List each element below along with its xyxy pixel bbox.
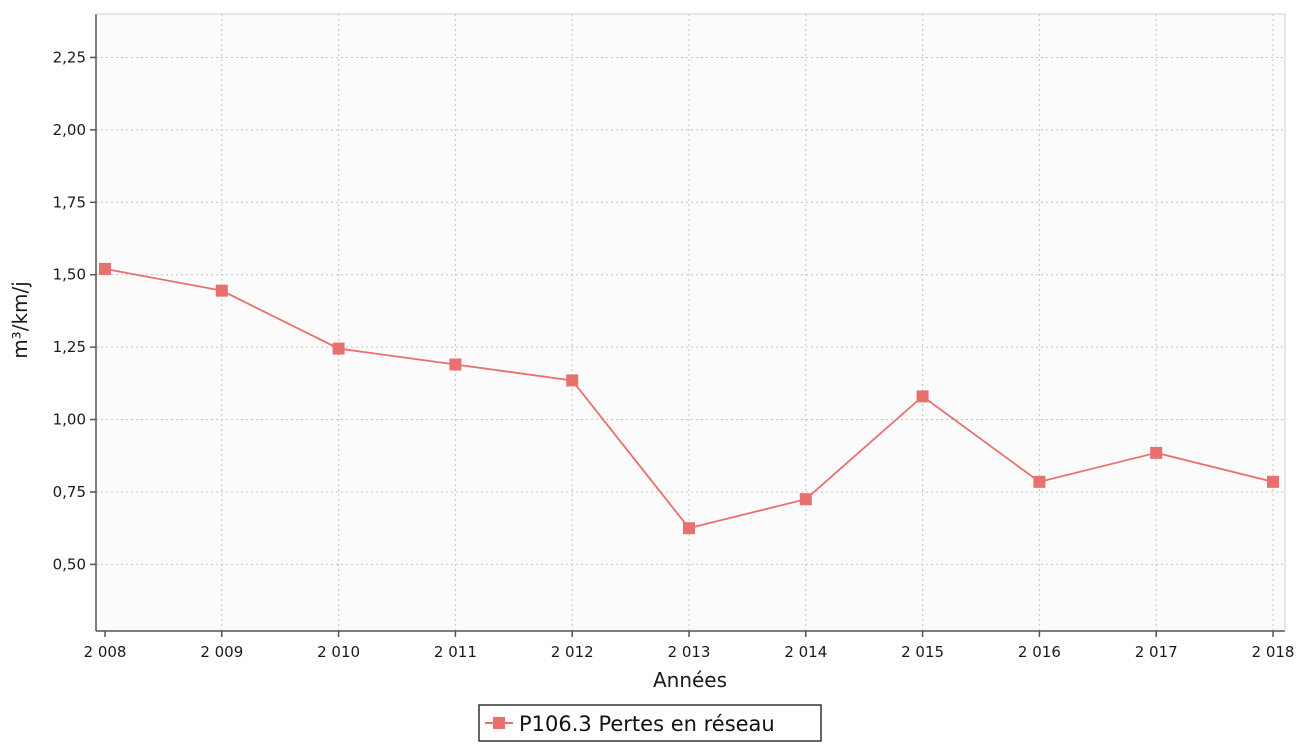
x-tick-label: 2 015 (901, 643, 944, 661)
data-point (215, 284, 228, 297)
data-point (1150, 446, 1163, 459)
data-point (799, 493, 812, 506)
grid-lines (96, 14, 1285, 631)
legend: P106.3 Pertes en réseau (478, 704, 822, 742)
data-point (566, 374, 579, 387)
y-tick-label: 0,50 (53, 555, 86, 573)
x-tick-label: 2 009 (200, 643, 243, 661)
data-point (449, 358, 462, 371)
y-tick-label: 1,00 (53, 411, 86, 429)
x-tick-label: 2 013 (668, 643, 711, 661)
series-group (99, 262, 1279, 535)
x-axis-title: Années (653, 668, 727, 692)
x-tick-label: 2 008 (84, 643, 127, 661)
x-tick-label: 2 014 (784, 643, 827, 661)
x-tick-label: 2 012 (551, 643, 594, 661)
x-tick-label: 2 010 (317, 643, 360, 661)
data-point (99, 262, 111, 275)
y-tick-label: 0,75 (53, 483, 86, 501)
legend-label: P106.3 Pertes en réseau (519, 712, 775, 736)
x-tick-label: 2 016 (1018, 643, 1061, 661)
data-point (916, 390, 929, 403)
y-axis-title: m³/km/j (8, 281, 32, 359)
data-point (1267, 475, 1279, 488)
data-point (683, 522, 695, 535)
data-point (332, 342, 345, 355)
x-tick-label: 2 017 (1135, 643, 1178, 661)
y-tick-label: 2,25 (53, 48, 86, 66)
data-point (1033, 475, 1046, 488)
legend-box (478, 704, 822, 742)
x-tick-label: 2 018 (1252, 643, 1295, 661)
y-tick-label: 1,75 (53, 193, 86, 211)
y-tick-label: 1,50 (53, 266, 86, 284)
y-tick-label: 2,00 (53, 121, 86, 139)
x-axis-ticks: 2 008 2 009 2 010 2 011 2 012 2 013 2 014 2 015… (84, 631, 1295, 661)
x-tick-label: 2 011 (434, 643, 477, 661)
y-tick-label: 1,25 (53, 338, 86, 356)
y-axis-ticks: 2,25 2,00 1,75 1,50 1,25 1,00 0,75 0,50 (53, 48, 96, 573)
plot-area (96, 14, 1285, 631)
legend-marker-swatch (493, 717, 505, 729)
